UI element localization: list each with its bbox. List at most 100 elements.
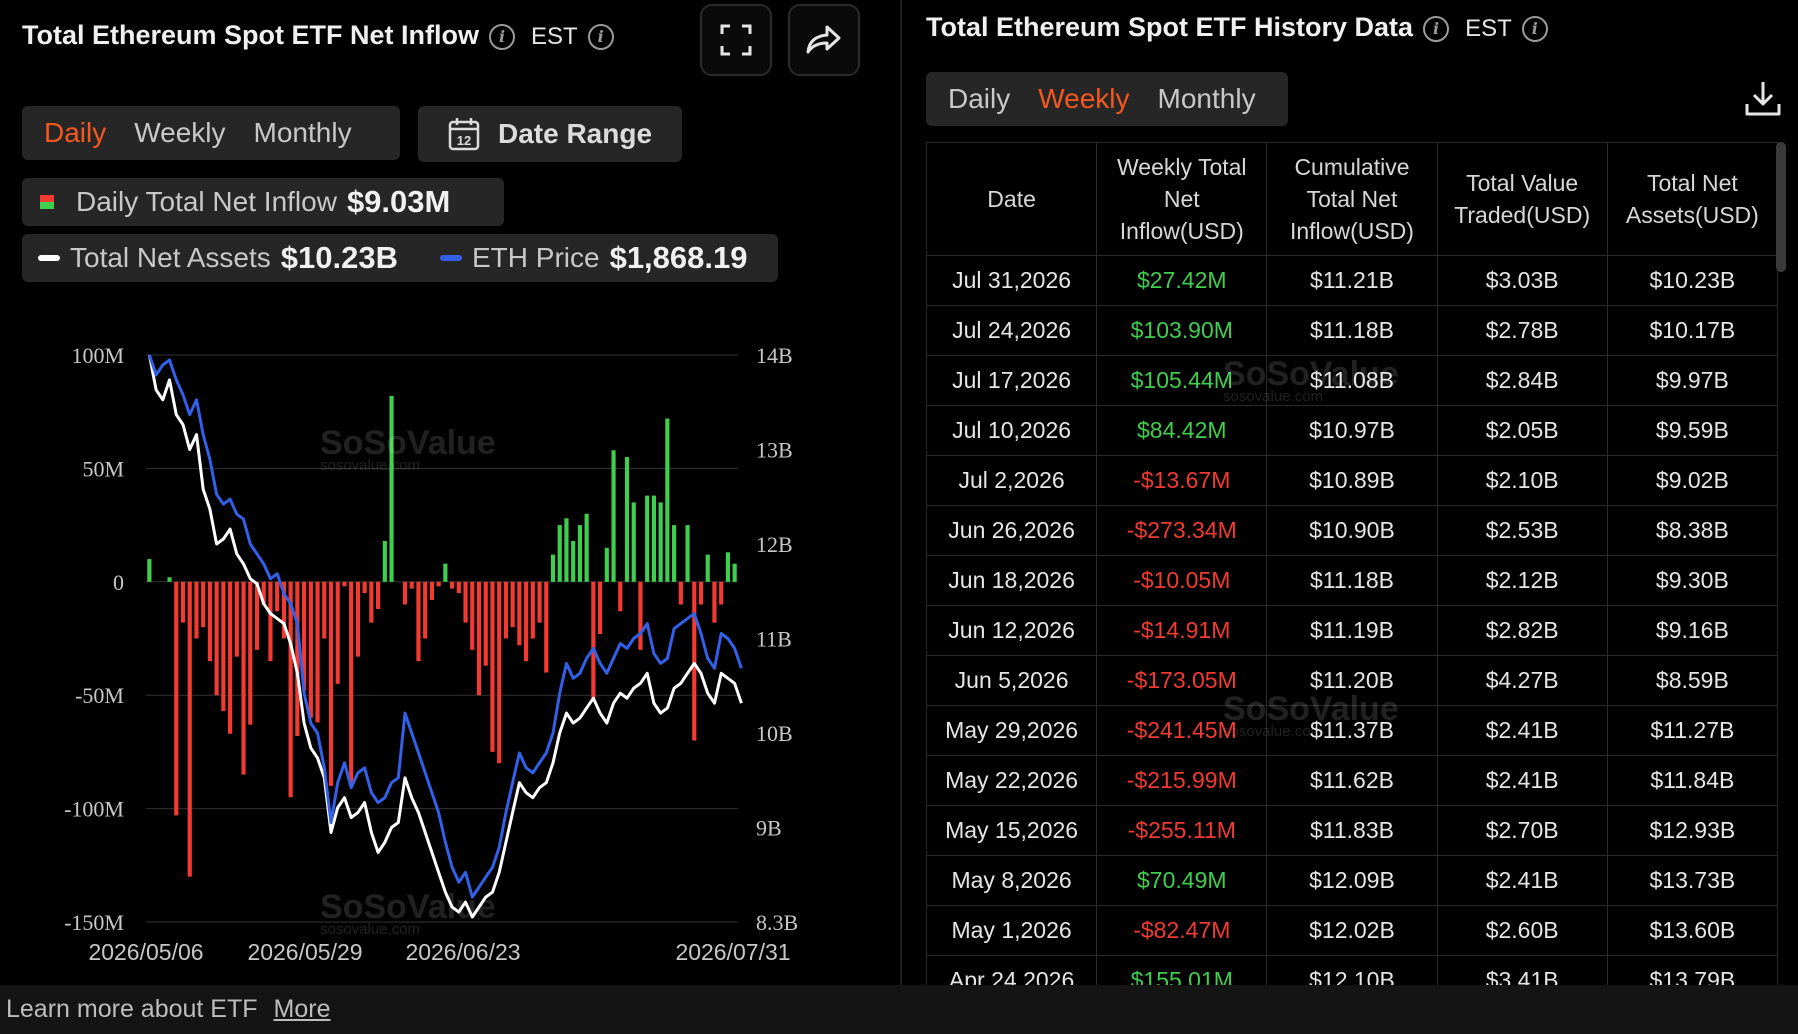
tab-daily[interactable]: Daily xyxy=(44,117,107,148)
table-cell: $2.41B xyxy=(1436,705,1608,756)
inflow-bar xyxy=(483,581,488,666)
inflow-bar xyxy=(221,581,226,712)
table-row[interactable]: Jun 12,2026 -$14.91M $11.19B $2.82B $9.16B xyxy=(926,605,1778,656)
tab-monthly[interactable]: Monthly xyxy=(253,117,352,148)
date-range-button[interactable]: 12 Date Range xyxy=(418,106,682,162)
table-row[interactable]: Jul 2,2026 -$13.67M $10.89B $2.10B $9.02B xyxy=(926,455,1778,506)
inflow-bar xyxy=(638,581,643,650)
table-cell: $2.41B xyxy=(1436,755,1608,806)
legend-price[interactable]: ETH Price $1,868.19 xyxy=(424,234,778,282)
timezone-info-icon[interactable]: i xyxy=(1521,15,1548,42)
inflow-bar xyxy=(295,581,300,737)
table-cell: $11.62B xyxy=(1266,755,1438,806)
table-cell: $70.49M xyxy=(1096,855,1268,906)
table-cell: Jul 2,2026 xyxy=(926,455,1098,506)
download-button[interactable] xyxy=(1743,78,1783,123)
inflow-bar xyxy=(490,581,495,752)
legend-price-value: $1,868.19 xyxy=(609,240,748,275)
table-cell: $12.93B xyxy=(1606,805,1778,856)
y-right-tick-label: 11B xyxy=(756,627,792,652)
timezone-label: EST xyxy=(531,22,578,50)
inflow-bar xyxy=(322,581,327,639)
table-cell: Jun 5,2026 xyxy=(926,655,1098,706)
inflow-bar xyxy=(698,581,704,605)
column-header-2: Cumulative Total Net Inflow(USD) xyxy=(1266,142,1438,256)
column-header-0: Date xyxy=(926,142,1098,256)
table-cell: $11.83B xyxy=(1266,805,1438,856)
inflow-bar xyxy=(470,581,475,650)
fullscreen-button[interactable] xyxy=(700,4,772,76)
interval-tabs: Daily Weekly Monthly xyxy=(22,106,400,160)
tab-monthly[interactable]: Monthly xyxy=(1157,83,1256,114)
inflow-bar xyxy=(436,581,441,587)
table-scrollbar[interactable] xyxy=(1776,142,1786,272)
share-button[interactable] xyxy=(788,4,860,76)
inflow-chart[interactable]: 100M 50M 0 -50M -100M -150M 14B 13B 12B 11B 10B 9B 8… xyxy=(0,320,900,980)
table-cell: $10.89B xyxy=(1266,455,1438,506)
table-cell: $12.09B xyxy=(1266,855,1438,906)
table-row[interactable]: May 1,2026 -$82.47M $12.02B $2.60B $13.60B xyxy=(926,905,1778,956)
inflow-bar xyxy=(376,581,381,610)
table-row[interactable]: Jul 24,2026 $103.90M $11.18B $2.78B $10.17B xyxy=(926,305,1778,356)
info-icon[interactable]: i xyxy=(1423,15,1450,42)
x-tick-label: 2026/05/29 xyxy=(247,939,362,965)
table-cell: $11.19B xyxy=(1266,605,1438,656)
eth-price-line xyxy=(147,354,743,899)
inflow-bar xyxy=(672,525,677,582)
legend-inflow-label: Daily Total Net Inflow xyxy=(76,186,337,217)
table-row[interactable]: May 8,2026 $70.49M $12.09B $2.41B $13.73B xyxy=(926,855,1778,906)
inflow-bar xyxy=(423,581,428,639)
table-cell: Jun 18,2026 xyxy=(926,555,1098,606)
table-cell: $155.01M xyxy=(1096,955,1268,985)
legend-assets[interactable]: Total Net Assets $10.23B xyxy=(22,234,434,282)
inflow-bar xyxy=(705,554,710,582)
date-range-label: Date Range xyxy=(497,118,653,149)
table-row[interactable]: Jul 17,2026 $105.44M $11.08B $2.84B $9.97B xyxy=(926,355,1778,406)
inflow-bar xyxy=(328,581,334,786)
inflow-bar xyxy=(241,581,246,775)
inflow-bar xyxy=(402,581,408,605)
table-row[interactable]: Apr 24,2026 $155.01M $12.10B $3.41B $13.79B xyxy=(926,955,1778,985)
tab-weekly[interactable]: Weekly xyxy=(1038,83,1130,114)
history-interval-tabs: Daily Weekly Monthly xyxy=(926,72,1288,126)
table-cell: $84.42M xyxy=(1096,405,1268,456)
table-row[interactable]: May 29,2026 -$241.45M $11.37B $2.41B $11.27B xyxy=(926,705,1778,756)
table-cell: Jul 17,2026 xyxy=(926,355,1098,406)
table-cell: $11.84B xyxy=(1606,755,1778,806)
table-cell: $11.27B xyxy=(1606,705,1778,756)
table-row[interactable]: Jul 31,2026 $27.42M $11.21B $3.03B $10.23B xyxy=(926,255,1778,306)
y-left-tick-label: -100M xyxy=(64,797,124,822)
table-body: Jul 31,2026 $27.42M $11.21B $3.03B $10.23B Ju… xyxy=(926,255,1778,985)
inflow-bar xyxy=(685,525,690,582)
table-cell: -$14.91M xyxy=(1096,605,1268,656)
table-row[interactable]: Jun 18,2026 -$10.05M $11.18B $2.12B $9.30B xyxy=(926,555,1778,606)
info-icon[interactable]: i xyxy=(489,23,515,50)
fullscreen-icon xyxy=(720,24,752,56)
assets-swatch-icon xyxy=(38,255,60,261)
inflow-bar xyxy=(591,581,596,700)
inflow-bar xyxy=(645,495,650,582)
table-row[interactable]: May 15,2026 -$255.11M $11.83B $2.70B $12.93B xyxy=(926,805,1778,856)
footer-bar: Learn more about ETF More xyxy=(0,985,1798,1034)
x-tick-label: 2026/06/23 xyxy=(405,939,520,965)
inflow-bar xyxy=(167,577,172,582)
table-cell: $2.70B xyxy=(1436,805,1608,856)
tab-daily[interactable]: Daily xyxy=(948,83,1011,114)
inflow-bar xyxy=(678,581,683,605)
table-row[interactable]: Jun 26,2026 -$273.34M $10.90B $2.53B $8.38B xyxy=(926,505,1778,556)
legend-inflow[interactable]: Daily Total Net Inflow $9.03M xyxy=(22,178,504,226)
inflow-swatch-icon xyxy=(40,195,54,209)
table-cell: $2.41B xyxy=(1436,855,1608,906)
table-cell: $9.02B xyxy=(1606,455,1778,506)
inflow-bar xyxy=(349,581,354,786)
x-tick-label: 2026/05/06 xyxy=(88,939,203,965)
table-cell: $103.90M xyxy=(1096,305,1268,356)
tab-weekly[interactable]: Weekly xyxy=(134,117,226,148)
more-link[interactable]: More xyxy=(273,995,331,1023)
table-row[interactable]: May 22,2026 -$215.99M $11.62B $2.41B $11.84B xyxy=(926,755,1778,806)
timezone-info-icon[interactable]: i xyxy=(587,23,614,50)
inflow-bar xyxy=(631,502,636,582)
table-row[interactable]: Jul 10,2026 $84.42M $10.97B $2.05B $9.59B xyxy=(926,405,1778,456)
inflow-bar xyxy=(577,525,582,582)
history-table-container[interactable]: Date Weekly Total Net Inflow(USD) Cumulati… xyxy=(926,142,1778,985)
